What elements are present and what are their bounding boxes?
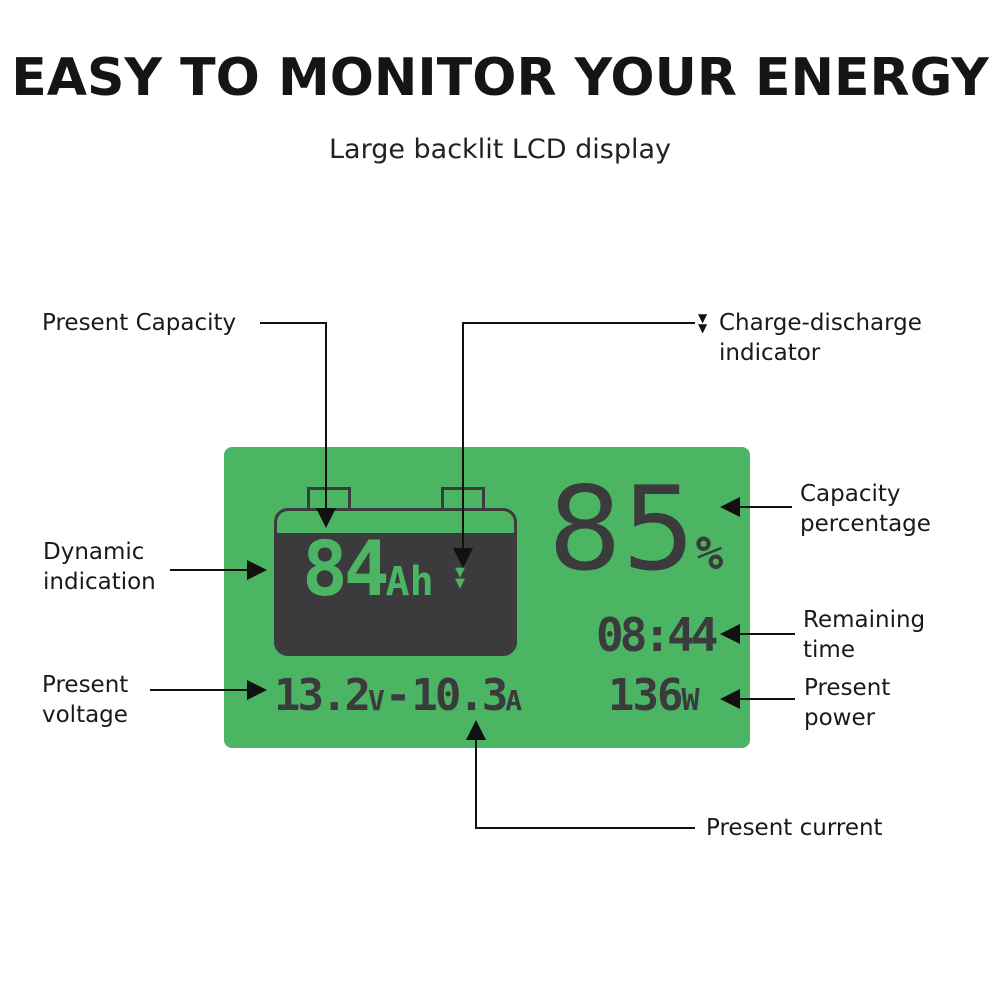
current-line [466, 720, 695, 829]
label-line: Present [804, 675, 891, 701]
label-line: percentage [800, 511, 931, 537]
label-line: indication [43, 569, 156, 595]
capacity-line [260, 322, 336, 528]
label-present-voltage: Present voltage [42, 670, 128, 730]
page-subtitle: Large backlit LCD display [328, 134, 672, 165]
label-line: Dynamic [43, 539, 145, 565]
battery-terminal-left [307, 487, 351, 509]
label-present-current: Present current [706, 815, 883, 841]
label-line: time [803, 637, 855, 663]
label-line: Remaining [803, 607, 926, 633]
capacity-unit: Ah [385, 559, 434, 605]
voltage-value: 13.2 [274, 670, 371, 721]
voltage-unit: V [367, 684, 385, 717]
label-line: indicator [719, 340, 821, 366]
label-present-power: Present power [804, 673, 890, 733]
percentage-value: 85 [548, 462, 696, 597]
current-value: 10.3 [411, 670, 508, 721]
capacity-value: 84 [302, 524, 389, 613]
power-value: 136 [608, 670, 683, 721]
double-down-triangle-icon: ▼ ▼ [455, 565, 465, 591]
separator: - [384, 670, 412, 721]
page-title: EASY TO MONITOR YOUR ENERGY [11, 48, 989, 108]
battery-icon [274, 508, 517, 656]
label-line: Present [42, 672, 129, 698]
indicator-line [453, 322, 695, 568]
charge-discharge-icon: ▼ ▼ [698, 311, 708, 335]
label-capacity-percentage: Capacity percentage [800, 479, 931, 539]
label-line: Capacity [800, 481, 901, 507]
remaining-time-value: 08:44 [596, 608, 719, 662]
label-line: voltage [42, 702, 128, 728]
percentage-readout: 85% [548, 462, 723, 597]
label-present-capacity: Present Capacity [42, 310, 237, 336]
percent-sign: % [695, 526, 724, 580]
power-readout: 136W [608, 670, 700, 721]
power-unit: W [681, 683, 700, 718]
battery-fill [277, 533, 514, 653]
capacity-readout: 84Ah [302, 524, 434, 613]
label-dynamic-indication: Dynamic indication [43, 537, 156, 597]
label-remaining-time: Remaining time [803, 605, 925, 665]
label-line: power [804, 705, 876, 731]
voltage-current-readout: 13.2V-10.3A [274, 670, 522, 721]
label-line: Charge-discharge [719, 310, 922, 336]
label-charge-discharge: Charge-discharge indicator [719, 308, 922, 368]
current-unit: A [505, 684, 523, 717]
